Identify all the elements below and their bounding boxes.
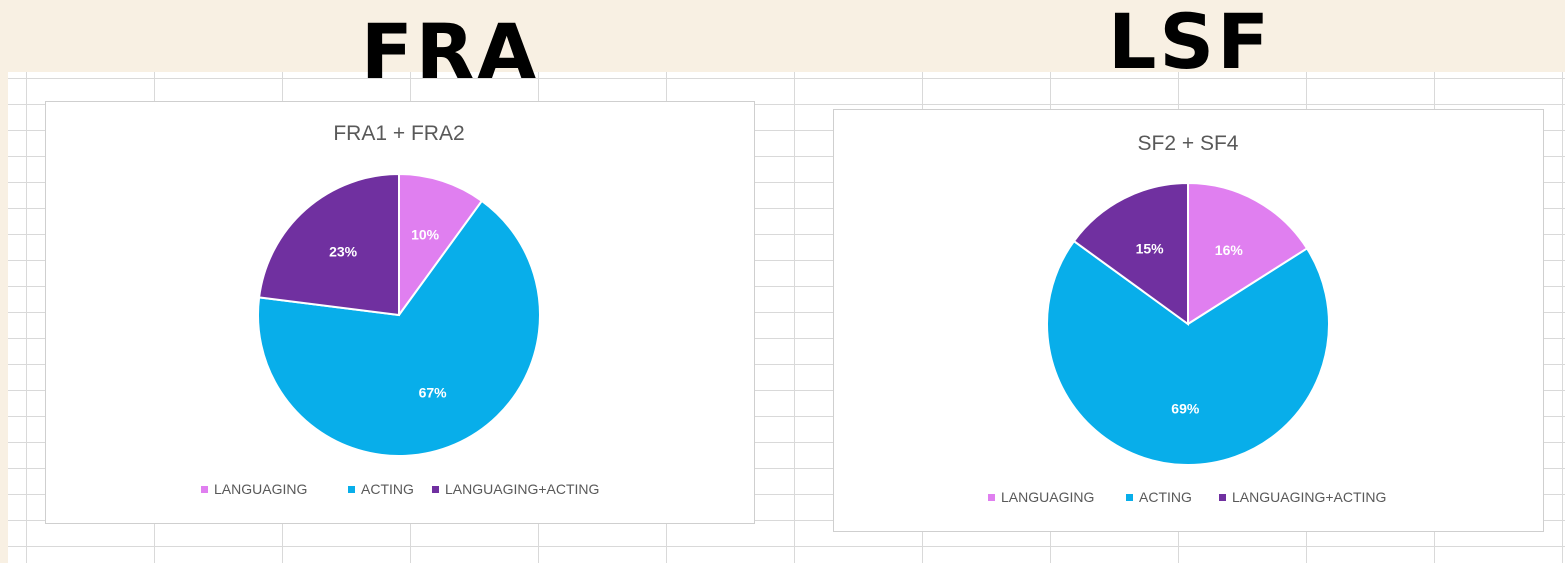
pie-slice-languaging-acting[interactable] <box>1072 181 1189 326</box>
pie-slice-acting[interactable] <box>1045 239 1330 466</box>
legend-label-acting: ACTING <box>361 481 414 497</box>
slice-label-acting: 69% <box>1171 401 1200 417</box>
pie-slice-languaging[interactable] <box>1187 181 1309 326</box>
slice-label-languaging: 16% <box>1215 242 1244 258</box>
legend-label-languaging-acting: LANGUAGING+ACTING <box>1232 489 1386 505</box>
slice-label-languaging-acting: 15% <box>1136 241 1165 257</box>
legend-label-languaging-acting: LANGUAGING+ACTING <box>445 481 599 497</box>
slice-label-languaging: 10% <box>411 227 440 243</box>
pie-chart-svg-fra: FRA1 + FRA2 10% 67% 23% LANGUAGING ACTING LANG… <box>201 122 599 497</box>
legend-swatch-acting <box>348 486 355 493</box>
heading-fra: FRA <box>360 7 540 96</box>
chart-fra[interactable]: FRA1 + FRA2 10% 67% 23% LANGUAGING ACTING LANG… <box>45 101 755 524</box>
chart-title: FRA1 + FRA2 <box>333 122 464 145</box>
chart-lsf[interactable]: SF2 + SF4 16% 69% 15% LANGUAGING ACTING LANGUA… <box>833 109 1544 532</box>
legend-swatch-languaging <box>988 494 995 501</box>
heading-lsf: LSF <box>1107 0 1273 86</box>
legend-swatch-languaging-acting <box>1219 494 1226 501</box>
chart-title: SF2 + SF4 <box>1138 132 1239 155</box>
slice-label-acting: 67% <box>419 385 448 401</box>
legend-label-languaging: LANGUAGING <box>214 481 307 497</box>
legend-swatch-acting <box>1126 494 1133 501</box>
pie-chart-svg-lsf: SF2 + SF4 16% 69% 15% LANGUAGING ACTING LANGUA… <box>988 132 1386 505</box>
slice-label-languaging-acting: 23% <box>329 244 358 260</box>
pie-slice-acting[interactable] <box>257 199 541 457</box>
legend-label-acting: ACTING <box>1139 489 1192 505</box>
pie-slice-languaging-acting[interactable] <box>257 172 400 317</box>
legend-swatch-languaging <box>201 486 208 493</box>
legend-label-languaging: LANGUAGING <box>1001 489 1094 505</box>
legend-swatch-languaging-acting <box>432 486 439 493</box>
pie-slice-languaging[interactable] <box>398 172 484 319</box>
